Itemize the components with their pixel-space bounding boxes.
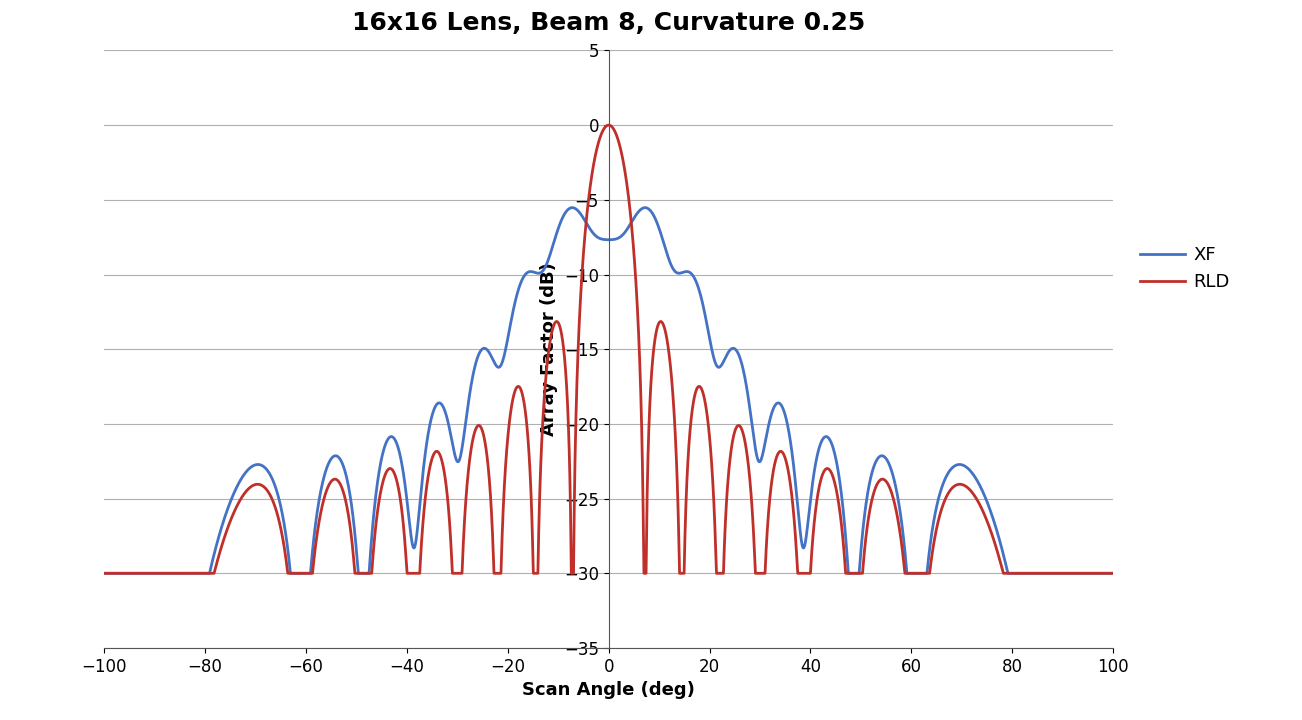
XF	[156, 569, 172, 577]
RLD	[294, 569, 310, 577]
Line: RLD: RLD	[104, 125, 1113, 573]
Line: XF: XF	[104, 207, 1113, 573]
RLD	[1105, 569, 1121, 577]
XF	[590, 233, 605, 241]
RLD	[100, 569, 116, 577]
X-axis label: Scan Angle (deg): Scan Angle (deg)	[522, 681, 695, 699]
RLD	[600, 121, 616, 130]
XF	[100, 569, 116, 577]
Y-axis label: Array Factor (dB): Array Factor (dB)	[540, 262, 559, 436]
RLD	[156, 569, 172, 577]
RLD	[1052, 569, 1068, 577]
XF	[294, 569, 310, 577]
RLD	[138, 569, 154, 577]
XF	[138, 569, 154, 577]
RLD	[96, 569, 112, 577]
RLD	[590, 142, 605, 150]
Legend: XF, RLD: XF, RLD	[1133, 239, 1237, 298]
XF	[564, 203, 579, 212]
XF	[1052, 569, 1068, 577]
XF	[96, 569, 112, 577]
XF	[1105, 569, 1121, 577]
Title: 16x16 Lens, Beam 8, Curvature 0.25: 16x16 Lens, Beam 8, Curvature 0.25	[352, 11, 866, 35]
